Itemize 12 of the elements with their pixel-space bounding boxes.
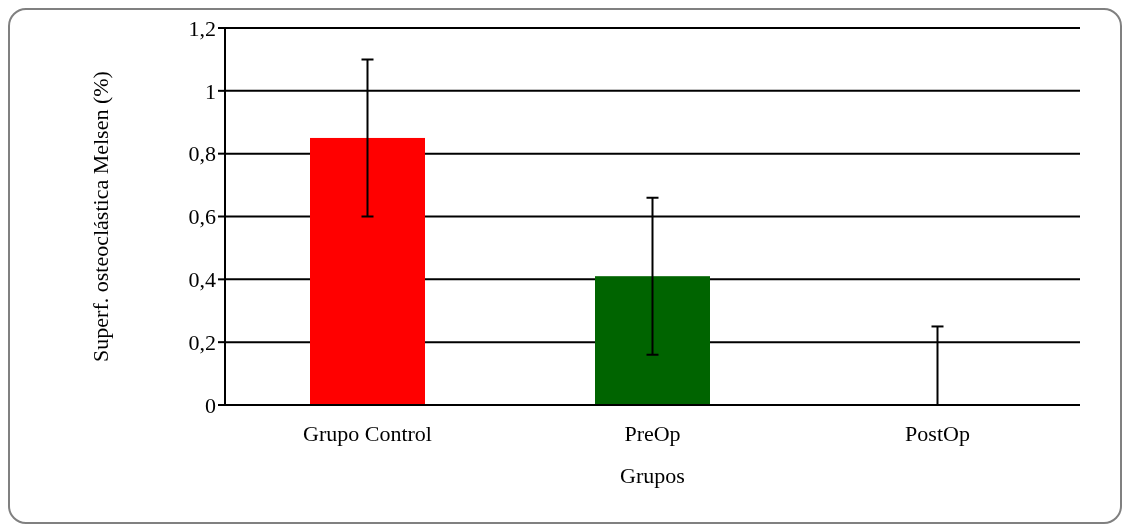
y-axis-title: Superf. osteoclástica Melsen (%) xyxy=(87,71,113,362)
y-tick-label: 0,4 xyxy=(188,267,216,293)
y-tick-label: 0,8 xyxy=(188,141,216,167)
y-tick-label: 1 xyxy=(205,78,216,104)
y-tick-label: 0,2 xyxy=(188,329,216,355)
y-tick-label: 0,6 xyxy=(188,204,216,230)
y-tick-label: 0 xyxy=(205,392,216,418)
x-tick-label: PostOp xyxy=(905,420,970,446)
x-tick-label: Grupo Control xyxy=(303,420,432,446)
x-tick-label: PreOp xyxy=(624,420,681,446)
x-axis-title: Grupos xyxy=(620,463,685,488)
y-tick-label: 1,2 xyxy=(188,15,216,41)
